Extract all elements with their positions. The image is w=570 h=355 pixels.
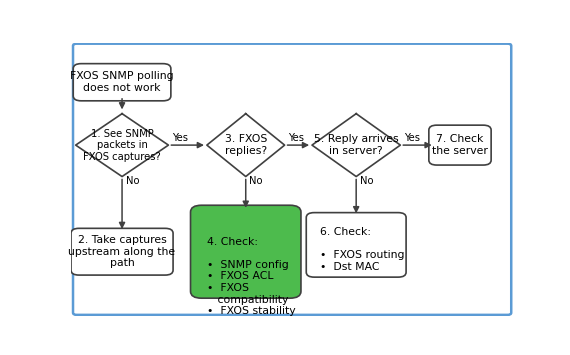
Text: 6. Check:

•  FXOS routing
•  Dst MAC: 6. Check: • FXOS routing • Dst MAC bbox=[320, 227, 404, 272]
FancyBboxPatch shape bbox=[190, 205, 301, 298]
Text: 4. Check:

•  SNMP config
•  FXOS ACL
•  FXOS
   compatibility
•  FXOS stability: 4. Check: • SNMP config • FXOS ACL • FXO… bbox=[207, 237, 295, 316]
Text: 3. FXOS
replies?: 3. FXOS replies? bbox=[225, 134, 267, 156]
Polygon shape bbox=[207, 114, 284, 176]
FancyBboxPatch shape bbox=[73, 44, 511, 315]
Text: Yes: Yes bbox=[172, 133, 188, 143]
Text: 2. Take captures
upstream along the
path: 2. Take captures upstream along the path bbox=[68, 235, 176, 268]
Text: FXOS SNMP polling
does not work: FXOS SNMP polling does not work bbox=[70, 71, 174, 93]
Text: Yes: Yes bbox=[404, 133, 420, 143]
Text: No: No bbox=[249, 176, 263, 186]
Polygon shape bbox=[312, 114, 400, 176]
FancyBboxPatch shape bbox=[73, 64, 171, 101]
Text: 7. Check
the server: 7. Check the server bbox=[432, 134, 488, 156]
Polygon shape bbox=[76, 114, 169, 176]
FancyBboxPatch shape bbox=[429, 125, 491, 165]
Text: Yes: Yes bbox=[288, 133, 304, 143]
Text: No: No bbox=[125, 176, 139, 186]
Text: No: No bbox=[360, 176, 373, 186]
Text: 5. Reply arrives
in server?: 5. Reply arrives in server? bbox=[314, 134, 398, 156]
FancyBboxPatch shape bbox=[306, 213, 406, 277]
Text: 1. See SNMP
packets in
FXOS captures?: 1. See SNMP packets in FXOS captures? bbox=[83, 129, 161, 162]
FancyBboxPatch shape bbox=[71, 228, 173, 275]
